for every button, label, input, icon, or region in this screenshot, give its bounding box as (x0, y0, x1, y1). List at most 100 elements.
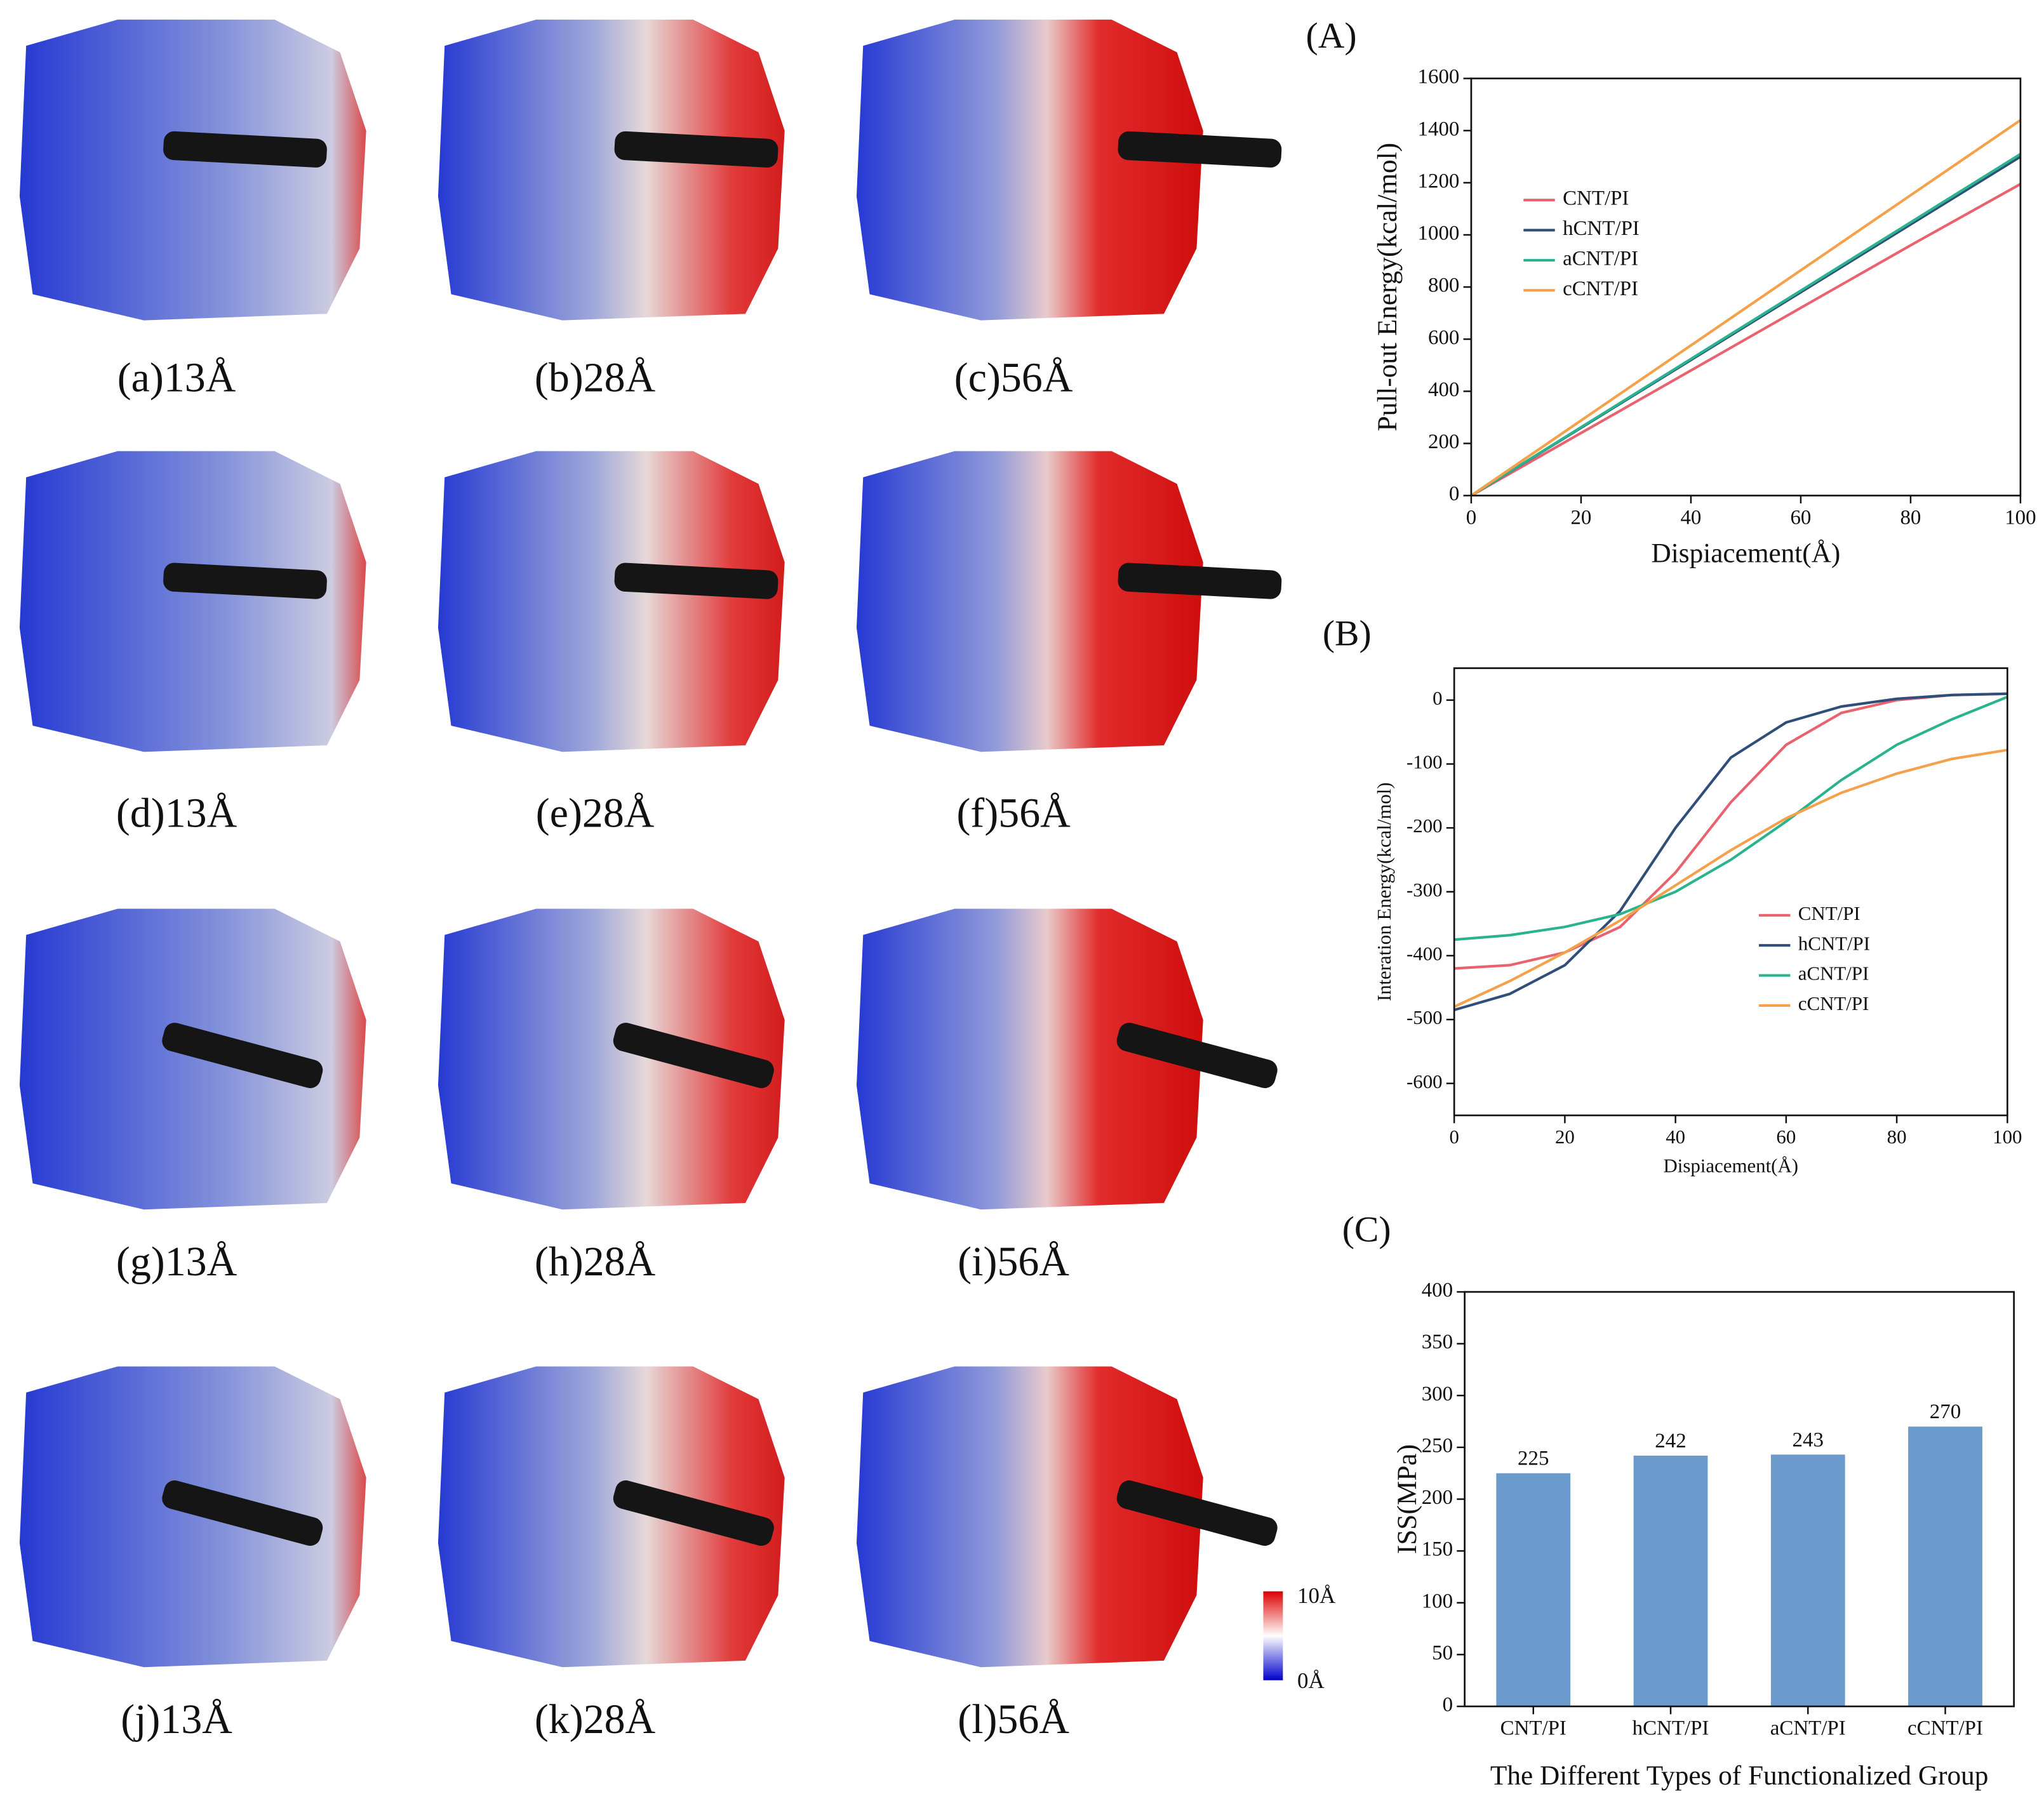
snapshot (19, 451, 366, 752)
legend-label: aCNT/PI (1798, 962, 1869, 985)
panel-label: (A) (1306, 16, 1357, 56)
colorbar-max: 10Å (1297, 1583, 1336, 1608)
panel-label: (c)56Å (954, 355, 1073, 401)
nanotube (162, 1480, 323, 1546)
y-tick-label: 1400 (1418, 117, 1460, 140)
snapshot (19, 908, 366, 1210)
nanotube (1116, 1023, 1278, 1089)
nanotube (613, 1480, 774, 1546)
series-line (1454, 692, 2008, 970)
snapshot (856, 451, 1203, 752)
legend-label: hCNT/PI (1798, 932, 1870, 954)
panel-label: (B) (1323, 613, 1372, 653)
x-tick-label: hCNT/PI (1633, 1717, 1709, 1740)
snapshot (438, 19, 785, 321)
value-label: 242 (1655, 1430, 1686, 1452)
x-tick-label: 20 (1555, 1126, 1575, 1148)
y-tick-label: -500 (1406, 1006, 1443, 1028)
y-tick-label: -300 (1406, 879, 1443, 901)
nanotube (1116, 1480, 1278, 1546)
x-tick-label: 20 (1570, 506, 1591, 529)
y-tick-label: 0 (1449, 482, 1459, 505)
y-tick-label: 100 (1422, 1590, 1453, 1612)
series-line (1453, 692, 2008, 1011)
y-axis-label: Pull-out Energy(kcal/mol) (1372, 143, 1403, 431)
nanotube (613, 1023, 774, 1089)
plot-frame (1453, 667, 2008, 1117)
legend-label: CNT/PI (1798, 902, 1860, 924)
series-line (1453, 748, 2008, 1008)
bar (1770, 1454, 1845, 1706)
value-label: 225 (1518, 1447, 1549, 1470)
panel-label: (a)13Å (117, 355, 236, 401)
x-tick-label: 60 (1790, 506, 1811, 529)
series-line (1470, 152, 2022, 497)
y-tick-label: 350 (1422, 1331, 1453, 1353)
legend-label: aCNT/PI (1563, 247, 1638, 270)
y-tick-label: 250 (1422, 1434, 1453, 1457)
snapshot (438, 451, 785, 752)
y-axis-label: Interation Energy(kcal/mol) (1373, 782, 1395, 1001)
nanotube (1118, 562, 1282, 599)
plot-frame (1470, 77, 2022, 496)
bar (1633, 1455, 1708, 1706)
x-tick-label: 60 (1776, 1126, 1796, 1148)
series-line (1470, 183, 2021, 497)
bar (1908, 1426, 1982, 1706)
x-tick-label: 80 (1887, 1126, 1907, 1148)
panel-label: (C) (1342, 1210, 1391, 1250)
y-tick-label: -100 (1406, 751, 1443, 773)
y-tick-label: 50 (1432, 1642, 1453, 1664)
y-tick-label: 300 (1422, 1383, 1453, 1405)
panel-label: (i)56Å (958, 1239, 1069, 1285)
y-tick-label: 200 (1428, 430, 1459, 453)
series-line (1453, 695, 2008, 941)
snapshot (19, 1366, 366, 1668)
y-tick-label: -400 (1406, 942, 1443, 964)
y-tick-label: 150 (1422, 1538, 1453, 1561)
x-tick-label: 100 (1993, 1126, 2022, 1148)
panel-label: (h)28Å (535, 1239, 656, 1285)
series-line (1470, 119, 2022, 497)
x-axis-label: Dispiacement(Å) (1652, 538, 1841, 568)
y-tick-label: 800 (1428, 274, 1459, 297)
snapshot (438, 908, 785, 1210)
colorbar (1263, 1591, 1283, 1680)
nanotube (162, 1023, 323, 1089)
x-tick-label: 100 (2005, 506, 2036, 529)
x-tick-label: 80 (1900, 506, 1921, 529)
x-tick-label: 40 (1666, 1126, 1685, 1148)
panel-label: (f)56Å (956, 790, 1071, 836)
y-tick-label: 1600 (1418, 65, 1460, 88)
panel-label: (g)13Å (116, 1239, 237, 1285)
y-axis-label: ISS(MPa) (1392, 1444, 1422, 1554)
legend-label: CNT/PI (1563, 187, 1629, 210)
snapshot (438, 1366, 785, 1668)
plot-frame (1464, 1291, 2015, 1708)
x-tick-label: 0 (1449, 1126, 1459, 1148)
y-tick-label: 1200 (1418, 169, 1460, 192)
panel-label: (d)13Å (116, 790, 237, 836)
panel-label: (j)13Å (121, 1696, 232, 1743)
value-label: 243 (1793, 1428, 1824, 1451)
x-axis-label: The Different Types of Functionalized Gr… (1490, 1760, 1988, 1791)
x-tick-label: CNT/PI (1500, 1717, 1566, 1740)
legend-label: cCNT/PI (1563, 277, 1638, 300)
nanotube (614, 131, 778, 168)
snapshot (856, 1366, 1203, 1668)
nanotube (614, 562, 778, 599)
panel-label: (b)28Å (535, 355, 656, 401)
x-tick-label: 40 (1680, 506, 1701, 529)
y-tick-label: 0 (1443, 1694, 1453, 1717)
x-tick-label: cCNT/PI (1907, 1717, 1983, 1740)
panel-label: (e)28Å (536, 790, 655, 836)
y-tick-label: 600 (1428, 326, 1459, 349)
snapshot (856, 908, 1203, 1210)
bar (1496, 1473, 1571, 1706)
x-axis-label: Dispiacement(Å) (1663, 1154, 1798, 1176)
y-tick-label: 1000 (1418, 222, 1460, 245)
y-tick-label: 400 (1422, 1279, 1453, 1302)
legend-label: hCNT/PI (1563, 217, 1640, 240)
y-tick-label: 0 (1433, 687, 1442, 709)
